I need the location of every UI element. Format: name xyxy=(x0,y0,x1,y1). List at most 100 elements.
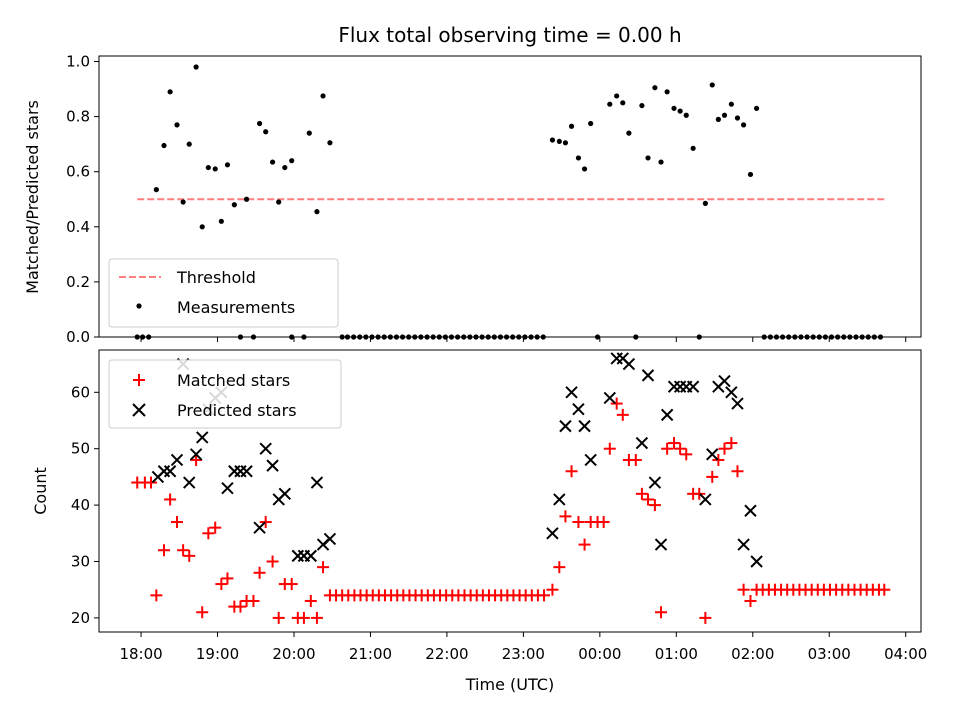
measurements-point xyxy=(761,334,767,340)
measurements-point xyxy=(792,334,798,340)
y-tick-label: 30 xyxy=(71,553,90,571)
measurements-point xyxy=(276,199,282,205)
measurements-point xyxy=(510,334,516,340)
predicted-stars-point xyxy=(553,493,566,506)
legend-predicted-swatch xyxy=(132,403,146,417)
measurements-point xyxy=(363,334,369,340)
matched-stars-point xyxy=(272,611,285,624)
measurements-point xyxy=(314,209,320,215)
measurements-point xyxy=(263,129,269,135)
matched-stars-point xyxy=(680,448,693,461)
matched-stars-point xyxy=(655,606,668,619)
matched-stars-point xyxy=(253,566,266,579)
measurements-point xyxy=(399,334,406,340)
predicted-stars-point xyxy=(196,431,209,444)
predicted-stars-point xyxy=(731,397,744,410)
predicted-stars-point xyxy=(253,521,266,534)
matched-stars-point xyxy=(209,521,222,534)
measurements-point xyxy=(167,89,173,95)
predicted-stars-point xyxy=(603,391,616,405)
measurements-point xyxy=(620,100,626,106)
measurements-point xyxy=(282,164,288,171)
matched-stars-point xyxy=(565,465,578,478)
measurements-point xyxy=(231,202,237,208)
measurements-point xyxy=(269,159,276,165)
predicted-stars-point xyxy=(706,448,719,461)
predicted-stars-point xyxy=(744,504,757,517)
measurements-point xyxy=(702,200,708,206)
x-tick-label: 04:00 xyxy=(884,645,927,663)
predicted-stars-point xyxy=(234,465,247,478)
measurements-point xyxy=(442,334,448,340)
matched-stars-point xyxy=(144,476,157,489)
predicted-stars-point xyxy=(183,476,196,489)
measurements-point xyxy=(491,334,497,340)
predicted-stars-point xyxy=(584,453,597,467)
measurements-point xyxy=(607,101,613,107)
panel-count-legend: Matched stars Predicted stars xyxy=(108,359,342,429)
x-tick-label: 19:00 xyxy=(196,645,239,663)
measurements-point xyxy=(243,196,250,202)
legend-predicted-label: Predicted stars xyxy=(177,401,297,420)
matched-stars-point xyxy=(304,594,317,607)
measurements-point xyxy=(741,122,747,128)
y-tick-label: 0.6 xyxy=(66,163,90,181)
measurements-point xyxy=(767,334,773,340)
measurements-point xyxy=(709,82,715,88)
predicted-stars-point xyxy=(572,403,585,416)
measurements-point xyxy=(320,93,326,99)
matched-stars-point xyxy=(648,499,661,512)
matched-stars-point xyxy=(642,493,655,506)
y-tick-label: 60 xyxy=(71,383,90,401)
predicted-stars-point xyxy=(699,493,712,506)
measurements-point xyxy=(626,130,632,136)
matched-stars-point xyxy=(266,555,279,568)
x-tick-label: 21:00 xyxy=(349,645,392,663)
measurements-point xyxy=(199,224,205,230)
measurements-point xyxy=(467,334,473,340)
matched-stars-point xyxy=(712,453,725,466)
x-tick-label: 00:00 xyxy=(578,645,621,663)
matched-stars-point xyxy=(597,516,610,529)
matched-stars-point xyxy=(221,572,234,585)
predicted-stars-point xyxy=(266,459,279,472)
matched-stars-point xyxy=(183,549,196,562)
matched-stars-point xyxy=(310,611,323,624)
measurements-point xyxy=(677,108,683,114)
matched-stars-point xyxy=(538,589,551,602)
matched-stars-point xyxy=(234,600,247,613)
legend-matched-label: Matched stars xyxy=(177,371,290,390)
matched-stars-point xyxy=(170,516,183,529)
measurements-point xyxy=(139,334,146,340)
panel-ratio: 0.0 0.2 0.4 0.6 0.8 1.0 Matched/Predicted sta… xyxy=(23,53,922,346)
matched-stars-point xyxy=(878,583,891,596)
predicted-stars-point xyxy=(648,476,662,489)
measurements-point xyxy=(180,199,186,205)
y-tick-label: 0.2 xyxy=(66,273,90,291)
measurements-point xyxy=(327,140,333,146)
measurements-point xyxy=(728,101,734,107)
matched-stars-point xyxy=(190,453,203,466)
measurements-point xyxy=(448,334,455,340)
measurements-point xyxy=(715,116,721,122)
measurements-point xyxy=(747,171,754,178)
predicted-stars-point xyxy=(635,436,649,450)
measurements-point xyxy=(877,334,884,340)
x-tick-label: 02:00 xyxy=(731,645,774,663)
x-tick-label: 23:00 xyxy=(502,645,545,663)
measurements-point xyxy=(289,334,295,340)
measurements-point xyxy=(516,334,522,340)
panel-ratio-marks xyxy=(134,64,885,340)
measurements-point xyxy=(562,140,569,146)
measurements-point xyxy=(212,166,218,172)
measurements-point xyxy=(485,334,491,340)
matched-stars-point xyxy=(247,594,260,607)
legend-matched-swatch xyxy=(133,374,145,386)
measurements-point xyxy=(369,334,375,340)
measurements-point xyxy=(859,334,865,340)
matched-stars-point xyxy=(572,516,585,529)
measurements-point xyxy=(658,159,664,165)
legend-frame xyxy=(108,359,342,429)
measurements-point xyxy=(339,334,345,340)
measurements-point xyxy=(153,187,159,193)
